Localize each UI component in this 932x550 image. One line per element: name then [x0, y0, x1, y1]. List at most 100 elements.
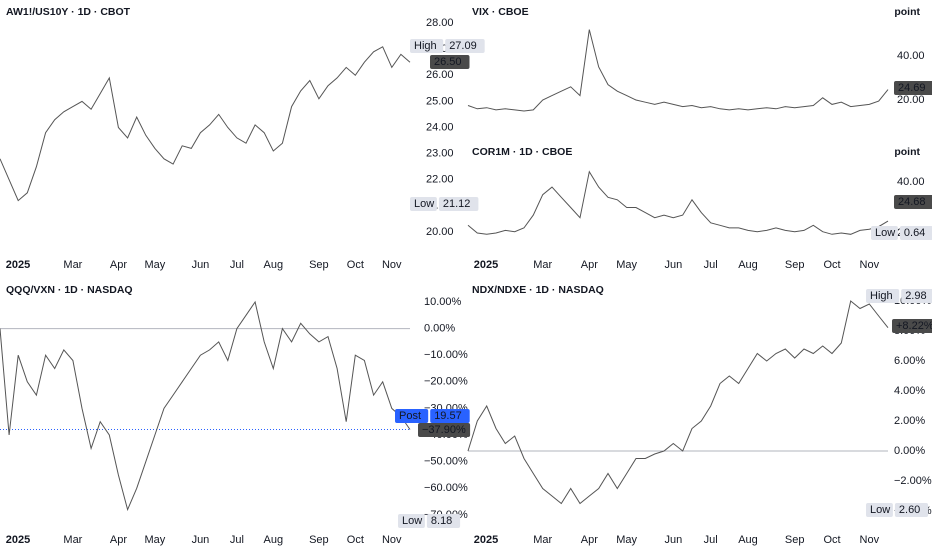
- x-tick-label: 2025: [474, 534, 498, 546]
- badge-value-box: [438, 197, 479, 211]
- x-tick-label: Oct: [823, 534, 840, 546]
- chart-title: AW1!/US10Y · 1D · CBOT: [6, 6, 131, 18]
- x-tick-label: Jul: [230, 259, 244, 271]
- y-tick-label: 26.00: [426, 69, 454, 81]
- x-tick-label: Mar: [533, 534, 552, 546]
- unit-label: point: [894, 6, 920, 18]
- x-tick-label: Jul: [704, 259, 718, 271]
- price-line: [467, 300, 889, 505]
- chart-title: NDX/NDXE · 1D · NASDAQ: [472, 284, 604, 296]
- y-tick-label: 10.00%: [424, 296, 462, 308]
- y-tick-label: 40.00: [897, 176, 925, 188]
- chart-title: VIX · CBOE: [472, 6, 529, 18]
- y-tick-label: 2.00%: [894, 415, 925, 427]
- price-line: [467, 170, 889, 235]
- badge-value-box: [430, 55, 470, 69]
- y-tick-label: 22.00: [426, 174, 454, 186]
- x-tick-label: Jun: [664, 534, 682, 546]
- unit-label: point: [894, 146, 920, 158]
- x-tick-label: Oct: [823, 259, 840, 271]
- x-tick-label: Jun: [192, 259, 210, 271]
- x-tick-label: May: [616, 534, 637, 546]
- x-tick-label: Jun: [664, 259, 682, 271]
- badge-name: High: [414, 40, 437, 52]
- badge-name: Low: [402, 515, 422, 527]
- badge-value: 24.69: [898, 82, 926, 94]
- x-tick-label: 2025: [6, 259, 30, 271]
- x-tick-label: Apr: [581, 259, 598, 271]
- badge-value: 27.09: [449, 40, 477, 52]
- badge-name: Low: [414, 198, 434, 210]
- x-tick-label: Sep: [309, 534, 329, 546]
- chart-title: QQQ/VXN · 1D · NASDAQ: [6, 284, 133, 296]
- x-tick-label: Aug: [738, 534, 758, 546]
- badge-value: 0.64: [904, 227, 925, 239]
- y-tick-label: −20.00%: [424, 376, 468, 388]
- badge-value-box: [894, 503, 929, 517]
- x-tick-label: Sep: [309, 259, 329, 271]
- price-line: [467, 29, 889, 112]
- y-tick-label: −2.00%: [894, 475, 932, 487]
- x-tick-label: May: [616, 259, 637, 271]
- y-tick-label: 0.00%: [894, 445, 925, 457]
- badge-name-box: [395, 409, 429, 423]
- badge-value-box: [899, 226, 932, 240]
- y-tick-label: 24.00: [426, 121, 454, 133]
- x-tick-label: Mar: [63, 534, 82, 546]
- badge-value: 19.57: [434, 410, 462, 422]
- badge-name-box: [398, 514, 425, 528]
- x-tick-label: Apr: [110, 534, 127, 546]
- x-tick-label: Apr: [581, 534, 598, 546]
- badge-name: Post: [399, 410, 421, 422]
- y-tick-label: 25.00: [426, 95, 454, 107]
- chart-title: COR1M · 1D · CBOE: [472, 146, 572, 158]
- x-tick-label: Aug: [264, 259, 284, 271]
- x-tick-label: Nov: [860, 259, 880, 271]
- x-tick-label: Mar: [63, 259, 82, 271]
- badge-value: 24.68: [898, 196, 926, 208]
- badge-value: 2.60: [899, 504, 920, 516]
- x-tick-label: May: [144, 259, 165, 271]
- badge-value-box: [418, 423, 471, 437]
- badge-value-box: [894, 81, 932, 95]
- badge-value: +8.22%: [896, 320, 932, 332]
- x-tick-label: Jul: [704, 534, 718, 546]
- badge-value: 8.18: [431, 515, 452, 527]
- x-tick-label: Nov: [860, 534, 880, 546]
- badge-value-box: [430, 409, 470, 423]
- y-tick-label: 40.00: [897, 50, 925, 62]
- x-tick-label: Sep: [785, 534, 805, 546]
- x-tick-label: Aug: [264, 534, 284, 546]
- badge-name: Low: [875, 227, 895, 239]
- y-tick-label: 20.00: [426, 226, 454, 238]
- badge-value-box: [894, 195, 932, 209]
- price-line: [0, 300, 411, 512]
- badge-name-box: [410, 197, 437, 211]
- badge-value: 26.50: [434, 56, 462, 68]
- x-tick-label: Sep: [785, 259, 805, 271]
- y-tick-label: 20.00: [897, 94, 925, 106]
- badge-name-box: [410, 39, 444, 53]
- x-tick-label: Nov: [382, 259, 402, 271]
- x-tick-label: May: [144, 534, 165, 546]
- x-tick-label: Nov: [382, 534, 402, 546]
- badge-name-box: [866, 503, 893, 517]
- badge-value: −37.90%: [422, 424, 466, 436]
- badge-name-box: [866, 289, 900, 303]
- y-tick-label: 4.00%: [894, 385, 925, 397]
- x-tick-label: Jun: [192, 534, 210, 546]
- badge-value-box: [892, 319, 932, 333]
- y-tick-label: 28.00: [426, 17, 454, 29]
- x-tick-label: Oct: [347, 259, 364, 271]
- badge-name: Low: [870, 504, 890, 516]
- badge-name: High: [870, 290, 893, 302]
- price-line: [0, 46, 411, 202]
- x-tick-label: Aug: [738, 259, 758, 271]
- x-tick-label: Oct: [347, 534, 364, 546]
- x-tick-label: Mar: [533, 259, 552, 271]
- badge-value-box: [445, 39, 485, 53]
- y-tick-label: −50.00%: [424, 456, 468, 468]
- badge-value: 21.12: [443, 198, 471, 210]
- badge-value: 2.98: [905, 290, 926, 302]
